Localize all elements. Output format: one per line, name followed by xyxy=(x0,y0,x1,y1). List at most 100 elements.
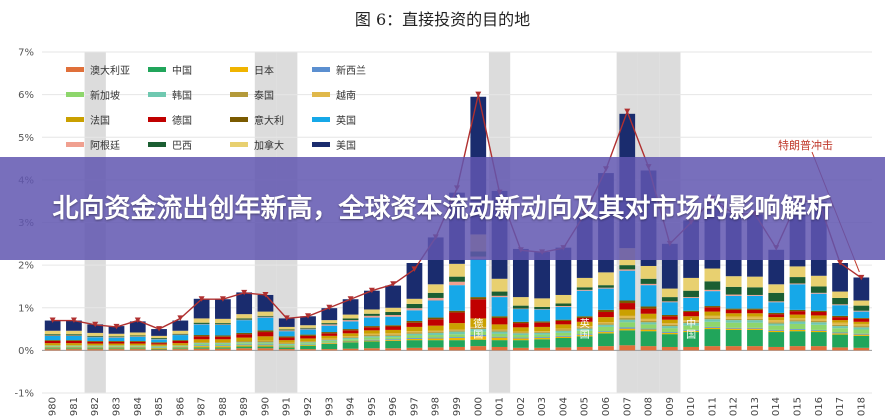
bar-segment xyxy=(555,338,572,348)
legend-item: 英国 xyxy=(312,112,394,127)
legend-swatch xyxy=(148,117,166,122)
bar-segment xyxy=(832,304,848,306)
bar-segment xyxy=(108,343,125,346)
bar-segment xyxy=(725,316,742,319)
bar-segment xyxy=(853,305,870,311)
bar-segment xyxy=(66,348,82,350)
bar-segment xyxy=(363,313,380,316)
bar-segment xyxy=(768,329,785,331)
bar-segment xyxy=(555,335,572,337)
bar-segment xyxy=(747,308,763,310)
bar-segment xyxy=(321,349,338,351)
bar-segment xyxy=(449,337,465,339)
bar-segment xyxy=(172,347,189,349)
bar-segment xyxy=(704,311,721,316)
bar-segment xyxy=(342,333,359,337)
bar-segment xyxy=(215,335,231,337)
x-tick-label: 1989 xyxy=(239,397,250,417)
bar-segment xyxy=(257,344,274,346)
bar-segment xyxy=(406,338,423,339)
bar-segment xyxy=(683,312,699,317)
bar-segment xyxy=(683,321,699,324)
bar-segment xyxy=(236,292,253,315)
bar-segment xyxy=(810,320,827,323)
legend-item: 新加坡 xyxy=(66,87,148,102)
legend-label: 意大利 xyxy=(254,116,284,127)
x-tick-label: 1986 xyxy=(175,397,186,417)
bar-segment xyxy=(151,338,167,339)
total-marker xyxy=(177,315,184,321)
bar-segment xyxy=(321,340,338,343)
bar-label: 中 xyxy=(686,317,696,330)
x-tick-label: 1984 xyxy=(133,397,144,417)
x-tick-label: 1980 xyxy=(48,397,59,417)
bar-segment xyxy=(342,299,359,315)
bar-segment xyxy=(534,332,551,335)
bar-segment xyxy=(427,338,444,341)
bar-segment xyxy=(747,318,763,321)
bar-segment xyxy=(278,342,295,344)
bar-segment xyxy=(172,340,189,341)
total-marker xyxy=(283,315,290,321)
bar-segment xyxy=(619,270,636,301)
bar-segment xyxy=(832,291,848,298)
legend-label: 泰国 xyxy=(254,91,274,102)
bar-segment xyxy=(257,330,274,333)
bar-segment xyxy=(598,332,614,334)
bar-segment xyxy=(172,333,189,335)
bar-segment xyxy=(87,347,104,349)
bar-segment xyxy=(278,344,295,347)
bar-segment xyxy=(683,346,699,351)
bar-segment xyxy=(661,334,678,347)
legend-label: 巴西 xyxy=(172,141,192,152)
bar-segment xyxy=(172,330,189,334)
bar-segment xyxy=(747,329,763,347)
bar-segment xyxy=(172,345,189,347)
bar-segment xyxy=(661,332,678,335)
bar-segment xyxy=(44,335,61,336)
bar-segment xyxy=(215,345,231,347)
bar-segment xyxy=(534,339,551,348)
bar-segment xyxy=(342,336,359,338)
bar-segment xyxy=(683,310,699,313)
legend-item: 日本 xyxy=(230,62,312,77)
bar-segment xyxy=(470,299,487,319)
bar-segment xyxy=(321,339,338,341)
bar-segment xyxy=(661,346,678,351)
bar-segment xyxy=(832,326,848,329)
bar-segment xyxy=(470,336,487,340)
bar-label: 国 xyxy=(473,329,483,341)
bar-segment xyxy=(704,317,721,320)
bar-segment xyxy=(534,331,551,333)
bar-segment xyxy=(661,324,678,327)
bar-segment xyxy=(576,327,593,329)
bar-segment xyxy=(342,329,359,331)
bar-segment xyxy=(491,329,508,331)
bar-segment xyxy=(512,335,529,338)
bar-segment xyxy=(683,323,699,326)
bar-segment xyxy=(66,340,82,344)
bar-segment xyxy=(810,286,827,293)
bar-segment xyxy=(747,295,763,309)
y-tick-label: 7% xyxy=(18,48,34,59)
bar-segment xyxy=(449,346,465,351)
x-tick-label: 1985 xyxy=(154,397,165,417)
bar-segment xyxy=(832,317,848,321)
bar-segment xyxy=(129,346,146,348)
bar-segment xyxy=(768,301,785,303)
bar-segment xyxy=(768,312,785,315)
bar-segment xyxy=(172,340,189,344)
bar-segment xyxy=(278,336,295,338)
y-tick-label: 2% xyxy=(18,261,34,272)
bar-segment xyxy=(576,336,593,347)
bar-segment xyxy=(385,316,402,326)
bar-segment xyxy=(598,272,614,286)
bar-segment xyxy=(193,348,210,351)
bar-segment xyxy=(108,345,125,346)
bar-segment xyxy=(406,303,423,309)
bar-segment xyxy=(470,318,487,327)
bar-segment xyxy=(406,298,423,304)
bar-segment xyxy=(257,332,274,337)
bar-segment xyxy=(683,297,699,311)
bar-segment xyxy=(555,347,572,351)
